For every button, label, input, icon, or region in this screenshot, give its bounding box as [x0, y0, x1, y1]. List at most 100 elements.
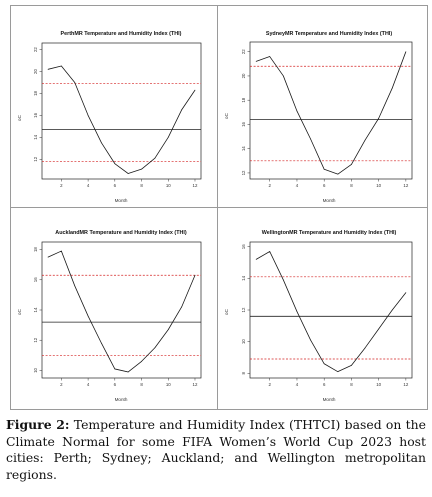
plot-area-frame — [249, 241, 413, 379]
y-tick-label: 18 — [33, 247, 38, 252]
data-point — [181, 306, 182, 308]
data-point — [181, 109, 182, 111]
x-tick-label: 6 — [114, 183, 117, 188]
x-tick-label: 2 — [269, 382, 272, 387]
data-point — [74, 285, 76, 287]
data-point — [296, 311, 298, 312]
perth-thi-chart: PerthMR Temperature and Humidity Index (… — [17, 31, 202, 203]
x-tick-label: 10 — [376, 382, 381, 387]
data-point — [114, 163, 116, 164]
plot-area-frame — [41, 42, 202, 180]
x-tick-label: 8 — [350, 183, 353, 188]
x-tick-label: 12 — [193, 183, 198, 188]
data-point — [323, 168, 325, 170]
x-tick-label: 8 — [140, 183, 143, 188]
data-point — [127, 173, 129, 174]
data-point — [351, 164, 352, 165]
data-point — [283, 279, 284, 281]
y-tick-label: 20 — [241, 73, 246, 78]
data-point — [74, 82, 76, 83]
x-tick-label: 12 — [403, 183, 408, 188]
caption-label: Figure 2: — [6, 417, 70, 432]
x-tick-label: 8 — [140, 382, 143, 387]
y-tick-label: 10 — [33, 367, 38, 372]
y-tick-label: 16 — [241, 244, 246, 249]
data-point — [47, 68, 49, 70]
series-line — [47, 250, 196, 373]
figure-caption: Figure 2: Temperature and Humidity Index… — [6, 417, 426, 483]
data-point — [391, 87, 393, 89]
data-point — [61, 65, 62, 67]
y-tick-label: 10 — [241, 339, 246, 344]
data-point — [310, 339, 311, 341]
y-axis-label: oC — [17, 308, 22, 315]
data-point — [364, 347, 366, 349]
chart-title: AucklandMR Temperature and Humidity Inde… — [55, 230, 187, 236]
plot-area-frame — [249, 41, 413, 180]
data-point — [351, 364, 352, 366]
x-tick-label: 6 — [323, 382, 326, 387]
data-point — [167, 329, 169, 330]
sydney-thi-chart: SydneyMR Temperature and Humidity Index … — [224, 31, 413, 203]
y-tick-label: 12 — [33, 337, 38, 342]
y-tick-label: 12 — [241, 170, 246, 175]
data-point — [378, 118, 379, 119]
data-point — [296, 110, 298, 112]
data-point — [127, 371, 129, 373]
chart-title: WellingtonMR Temperature and Humidity In… — [262, 230, 397, 236]
y-tick-label: 14 — [241, 275, 246, 280]
data-point — [391, 309, 393, 311]
x-tick-label: 10 — [166, 183, 171, 188]
data-point — [167, 136, 169, 138]
data-point — [405, 292, 407, 293]
chart-title: PerthMR Temperature and Humidity Index (… — [61, 31, 182, 37]
y-tick-label: 8 — [241, 371, 246, 374]
y-axis-label: oC — [224, 112, 229, 119]
x-tick-label: 4 — [87, 382, 90, 387]
data-point — [255, 259, 257, 260]
x-axis-label: Month — [115, 397, 128, 402]
x-tick-label: 10 — [166, 382, 171, 387]
data-point — [337, 173, 339, 175]
data-point — [283, 75, 284, 77]
data-point — [269, 251, 271, 252]
data-point — [154, 157, 156, 159]
y-tick-label: 22 — [33, 47, 38, 52]
x-axis-label: Month — [323, 397, 336, 402]
panel-divider-horizontal — [10, 207, 428, 208]
x-axis-label: Month — [323, 198, 336, 203]
x-tick-label: 8 — [350, 382, 353, 387]
data-point — [141, 168, 142, 170]
y-tick-label: 22 — [241, 49, 246, 54]
caption-text: Temperature and Humidity Index (THTCI) b… — [6, 417, 426, 482]
data-point — [47, 256, 49, 258]
data-point — [87, 315, 89, 317]
y-tick-label: 14 — [33, 307, 38, 312]
y-tick-label: 18 — [241, 97, 246, 102]
data-point — [101, 342, 102, 344]
y-tick-label: 16 — [33, 112, 38, 117]
x-tick-label: 2 — [60, 382, 63, 387]
data-point — [337, 371, 339, 373]
y-tick-label: 12 — [241, 307, 246, 312]
data-point — [364, 139, 366, 141]
series-line — [255, 251, 407, 373]
x-tick-label: 2 — [60, 183, 63, 188]
x-tick-label: 2 — [269, 183, 272, 188]
series-line — [47, 65, 196, 174]
x-tick-label: 12 — [193, 382, 198, 387]
data-point — [378, 328, 379, 330]
data-point — [61, 250, 62, 252]
data-point — [323, 363, 325, 365]
data-point — [310, 138, 311, 140]
y-tick-label: 14 — [241, 146, 246, 151]
data-point — [87, 115, 89, 116]
y-axis-label: oC — [17, 114, 22, 121]
x-tick-label: 4 — [296, 382, 299, 387]
data-point — [405, 51, 407, 53]
series-line — [255, 51, 407, 175]
y-tick-label: 12 — [33, 156, 38, 161]
x-tick-label: 6 — [323, 183, 326, 188]
data-point — [194, 274, 196, 276]
data-point — [269, 56, 271, 57]
